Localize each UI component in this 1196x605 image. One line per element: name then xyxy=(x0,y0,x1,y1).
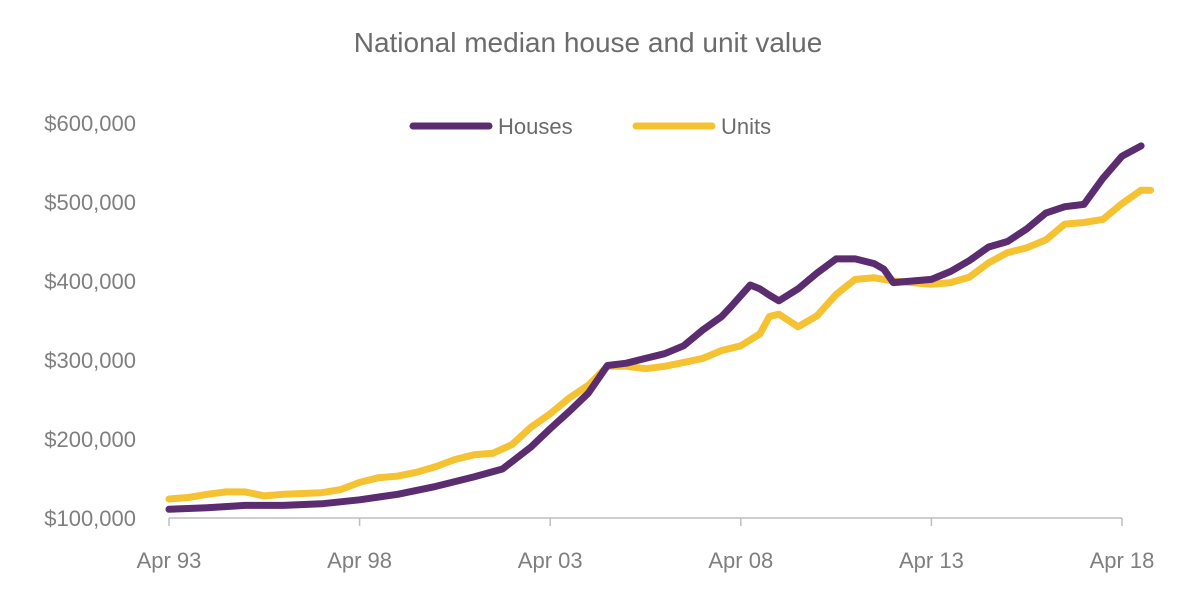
y-tick-label: $200,000 xyxy=(44,427,136,452)
x-tick-label: Apr 13 xyxy=(899,548,964,573)
x-tick-label: Apr 93 xyxy=(137,548,202,573)
series-line-houses xyxy=(165,142,1145,513)
legend: Houses Units xyxy=(409,114,771,139)
y-axis: $100,000 $200,000 $300,000 $400,000 $500,000… xyxy=(44,111,136,531)
plot-area xyxy=(165,142,1155,513)
y-tick-label: $300,000 xyxy=(44,348,136,373)
x-tick-label: Apr 98 xyxy=(327,548,392,573)
y-tick-label: $100,000 xyxy=(44,506,136,531)
legend-label-units: Units xyxy=(721,114,771,139)
x-tick-label: Apr 03 xyxy=(518,548,583,573)
chart-title: National median house and unit value xyxy=(354,27,823,58)
legend-label-houses: Houses xyxy=(498,114,573,139)
x-tick-label: Apr 18 xyxy=(1090,548,1155,573)
y-tick-label: $400,000 xyxy=(44,269,136,294)
x-tick-label: Apr 08 xyxy=(708,548,773,573)
series-line-units xyxy=(165,186,1155,503)
y-tick-label: $500,000 xyxy=(44,190,136,215)
y-tick-label: $600,000 xyxy=(44,111,136,136)
x-axis: Apr 93 Apr 98 Apr 03 Apr 08 Apr 13 Apr 18 xyxy=(137,517,1155,573)
